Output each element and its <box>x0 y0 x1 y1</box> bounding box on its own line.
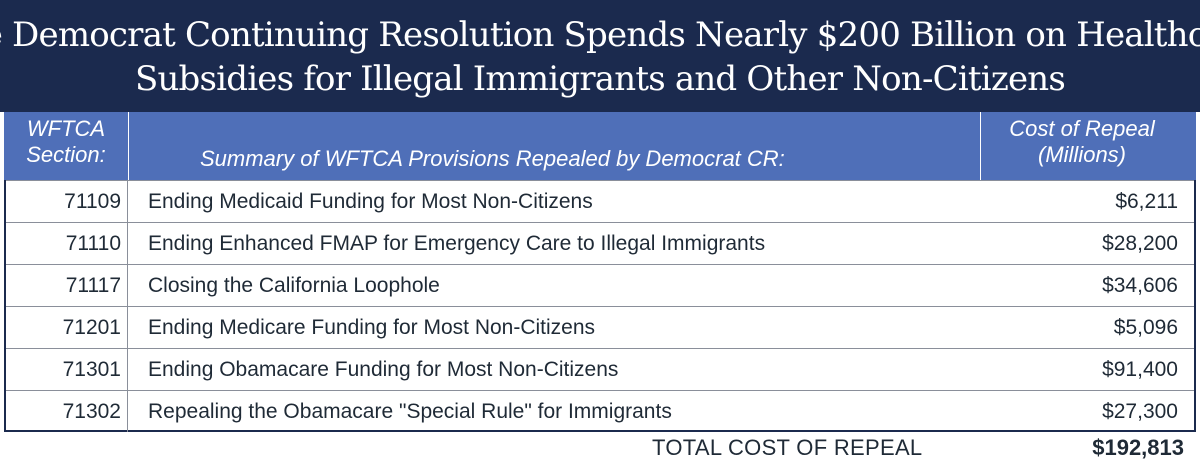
row-summary: Ending Obamacare Funding for Most Non-Ci… <box>148 358 619 381</box>
header-summary: Summary of WFTCA Provisions Repealed by … <box>200 146 785 171</box>
total-label: TOTAL COST OF REPEAL <box>652 435 923 460</box>
row-summary: Ending Medicare Funding for Most Non-Cit… <box>148 316 596 339</box>
row-section: 71301 <box>6 349 128 390</box>
row-summary: Repealing the Obamacare "Special Rule" f… <box>148 400 672 423</box>
header-section: WFTCA Section: <box>4 116 128 168</box>
table-row: 71201 Ending Medicare Funding for Most N… <box>6 306 1194 348</box>
title-line-1: The Democrat Continuing Resolution Spend… <box>0 15 1200 55</box>
header-section-line-2: Section: <box>26 142 106 167</box>
header-divider-left <box>128 112 129 180</box>
row-cost: $27,300 <box>1102 400 1178 423</box>
row-summary: Ending Medicaid Funding for Most Non-Cit… <box>148 190 593 213</box>
table-row: 71110 Ending Enhanced FMAP for Emergency… <box>6 222 1194 264</box>
header-section-line-1: WFTCA <box>26 116 106 141</box>
total-row: TOTAL COST OF REPEAL $192,813 <box>0 432 1200 463</box>
row-section: 71201 <box>6 307 128 348</box>
row-cost: $91,400 <box>1102 358 1178 381</box>
header-cost-line-1: Cost of Repeal <box>1009 116 1155 141</box>
row-section: 71109 <box>6 181 128 222</box>
table-row: 71109 Ending Medicaid Funding for Most N… <box>6 180 1194 222</box>
table-header-row: WFTCA Section: Summary of WFTCA Provisio… <box>4 112 1196 180</box>
table-row: 71117 Closing the California Loophole $3… <box>6 264 1194 306</box>
title-line-2: Subsidies for Illegal Immigrants and Oth… <box>134 59 1066 99</box>
header-divider-right <box>980 112 981 180</box>
table-row: 71302 Repealing the Obamacare "Special R… <box>6 390 1194 432</box>
row-section: 71117 <box>6 265 128 306</box>
row-cost: $6,211 <box>1115 190 1178 213</box>
title-band: The Democrat Continuing Resolution Spend… <box>0 0 1200 112</box>
total-value: $192,813 <box>1092 435 1184 460</box>
row-cost: $28,200 <box>1102 232 1178 255</box>
row-section: 71302 <box>6 391 128 432</box>
row-cost: $5,096 <box>1113 316 1178 339</box>
row-cost: $34,606 <box>1102 274 1178 297</box>
table-row: 71301 Ending Obamacare Funding for Most … <box>6 348 1194 390</box>
header-cost-line-2: (Millions) <box>1038 142 1126 167</box>
row-summary: Ending Enhanced FMAP for Emergency Care … <box>148 232 766 255</box>
table-body: 71109 Ending Medicaid Funding for Most N… <box>4 180 1196 432</box>
row-section: 71110 <box>6 223 128 264</box>
row-summary: Closing the California Loophole <box>148 274 440 297</box>
header-cost: Cost of Repeal (Millions) <box>982 116 1182 168</box>
